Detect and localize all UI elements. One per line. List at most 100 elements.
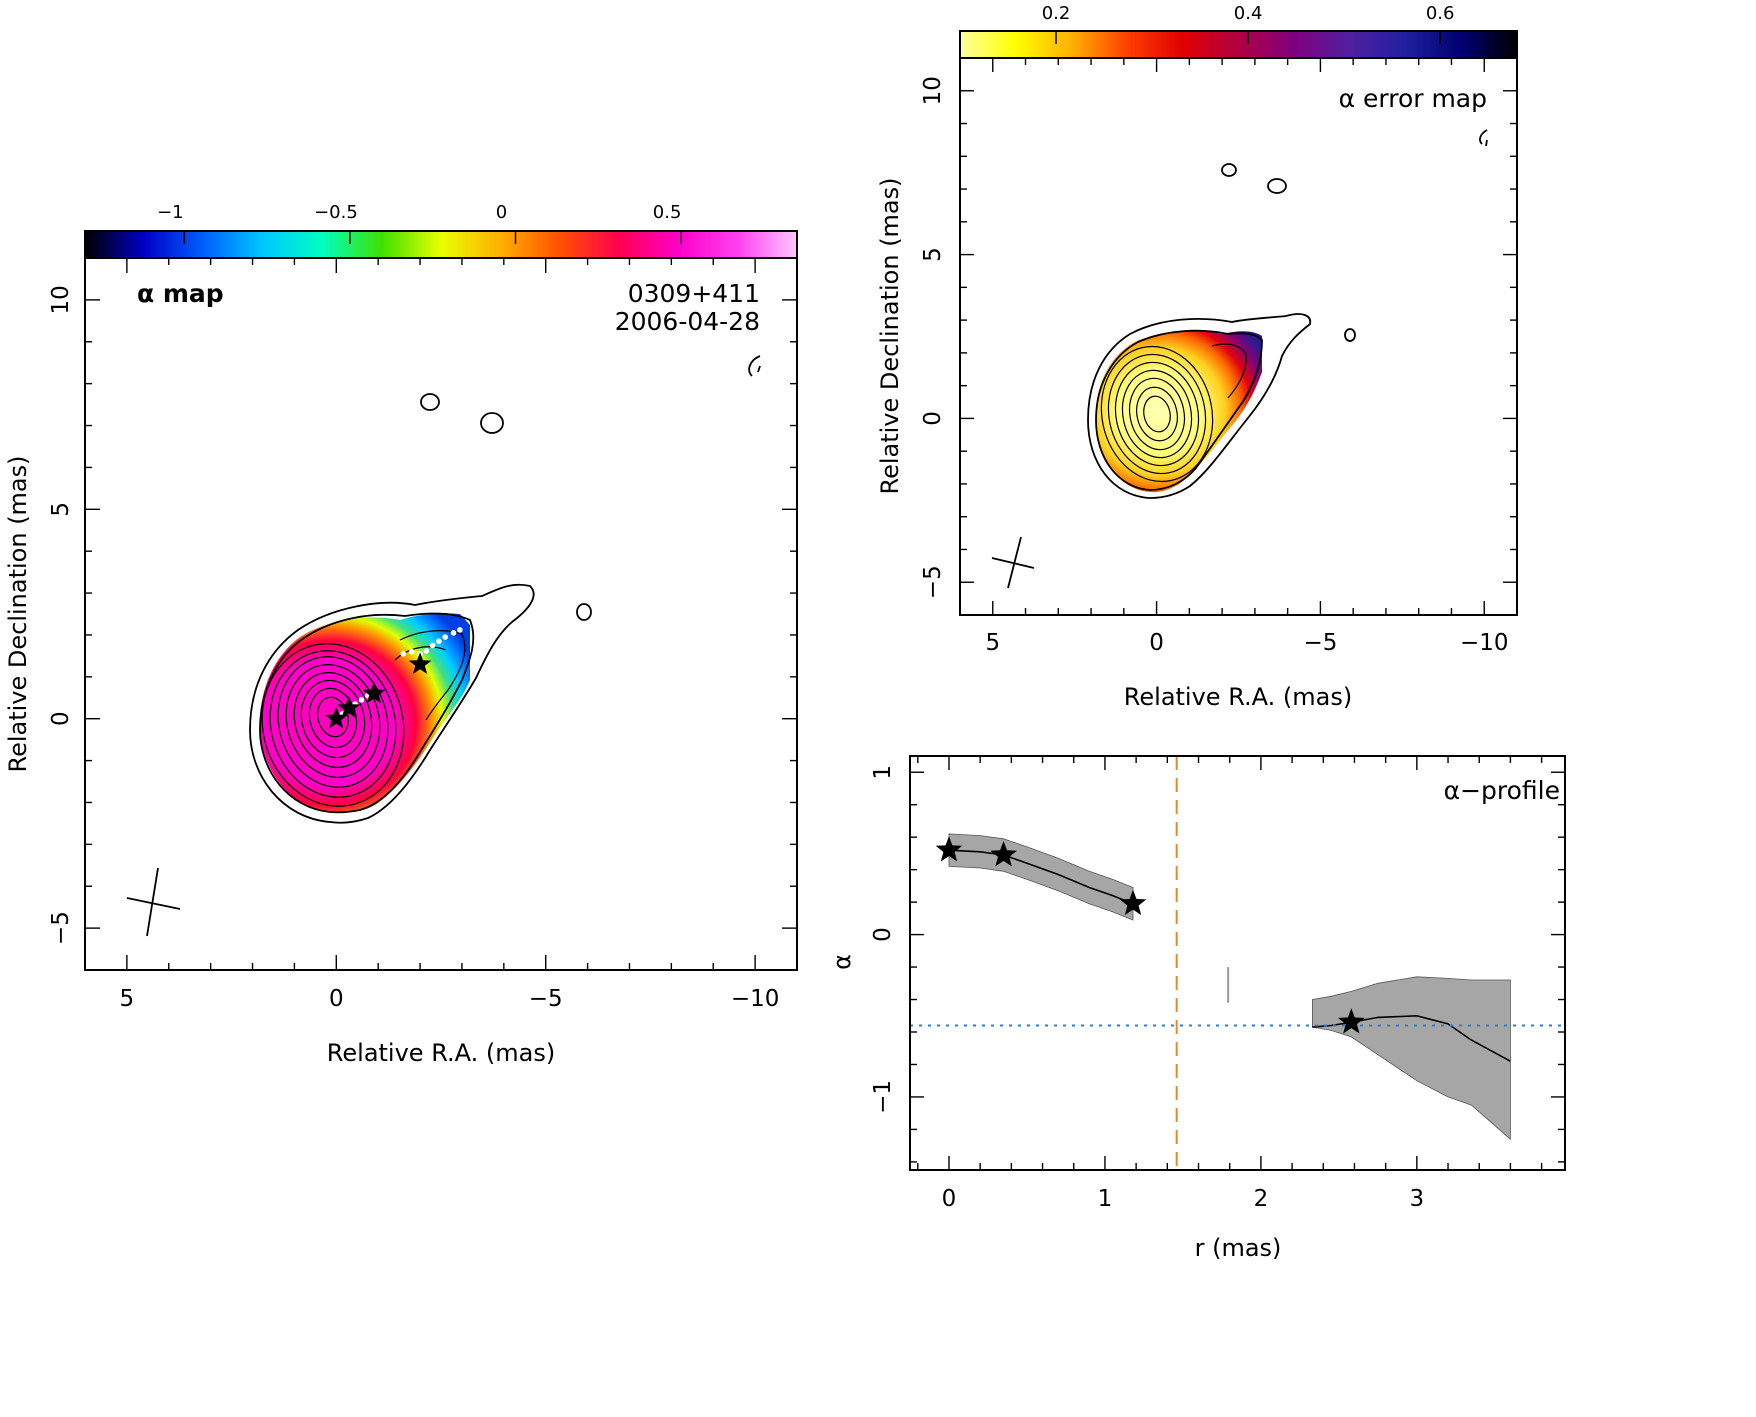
profile-frame (909, 755, 1566, 1171)
error-edge-contour-fragment (1479, 129, 1488, 147)
error-map-frame (959, 57, 1518, 616)
profile-line (948, 849, 1134, 905)
x-tick-label: 5 (120, 986, 135, 1012)
error-contour-9 (1143, 395, 1171, 433)
error-beam-minor-axis (991, 557, 1035, 569)
colorbar-tick-label: 0.2 (1042, 3, 1071, 24)
ridge-stars (324, 652, 432, 729)
colorbar-tick-label: 0 (496, 202, 507, 223)
error-map-axis-ticks: 5 0 −5 −10 −5 0 5 10 (920, 57, 1518, 656)
x-tick-label: 0 (942, 1186, 957, 1212)
alpha-map-label: α map (137, 279, 224, 308)
alpha-map-xlabel: Relative R.A. (mas) (327, 1039, 555, 1067)
colorbar-tick-label: 0.4 (1234, 3, 1263, 24)
x-tick-label: −10 (1460, 630, 1509, 656)
ridge-point (450, 630, 457, 636)
ridge-point (436, 638, 442, 645)
profile-stars (935, 836, 1365, 1034)
alpha-map-frame (84, 257, 798, 971)
contour-5 (277, 656, 389, 788)
error-contour-5 (1114, 361, 1200, 467)
ridge-point (423, 648, 430, 654)
beam-major-axis (146, 867, 159, 937)
error-map-ylabel: Relative Declination (mas) (876, 177, 904, 494)
contour-4 (269, 650, 397, 798)
outer-contour (249, 583, 535, 824)
x-tick-label: −5 (529, 986, 563, 1012)
y-tick-label: 0 (870, 927, 896, 942)
profile-star (1338, 1008, 1365, 1034)
x-tick-label: −10 (731, 986, 780, 1012)
profile-label: α−profile (1444, 776, 1560, 805)
error-contour-6 (1121, 369, 1193, 459)
contour-9 (308, 687, 358, 749)
profile-error-bands (948, 833, 1511, 1141)
y-tick-label: 1 (870, 765, 896, 780)
x-tick-label: 3 (1410, 1186, 1425, 1212)
beam-cross (126, 867, 181, 937)
error-colorbar (959, 30, 1518, 59)
contour-7 (293, 672, 373, 768)
alpha-map-panel: −1 −0.5 0 0.5 5 0 (4, 202, 798, 1067)
alpha-profile-panel: 0 1 2 3 −1 0 1 α−profile r (mas) α (828, 755, 1566, 1262)
alpha-map-ylabel: Relative Declination (mas) (4, 455, 32, 772)
x-tick-label: 2 (1254, 1186, 1269, 1212)
alpha-error-map-panel: 0.2 0.4 0.6 5 0 −5 −10 −5 0 5 10 α error map Rela… (876, 3, 1518, 711)
ridge-point (400, 650, 407, 657)
isolated-contour-3 (576, 603, 592, 621)
y-tick-label: 5 (920, 247, 946, 262)
contour-2 (259, 612, 475, 814)
profile-error-band (1312, 976, 1511, 1141)
ridge-point (457, 627, 463, 633)
y-tick-label: −1 (870, 1080, 896, 1114)
ridge-point (442, 634, 448, 640)
colorbar-tick-label: −0.5 (314, 202, 358, 223)
y-tick-label: 10 (48, 285, 74, 314)
error-isolated-contour-2 (1267, 178, 1287, 194)
error-jet-contour (1211, 343, 1247, 399)
error-isolated-contour-1 (1221, 163, 1237, 177)
ridge-point (429, 642, 436, 649)
alpha-colorbar-ticks: −1 −0.5 0 0.5 (157, 202, 682, 244)
x-tick-label: 1 (1098, 1186, 1113, 1212)
y-tick-label: −5 (920, 565, 946, 599)
alpha-map-axis-ticks: 5 0 −5 −10 −5 0 5 10 (48, 257, 798, 1012)
error-contour-2 (1095, 329, 1263, 491)
error-map-label: α error map (1339, 84, 1487, 113)
ridge-point (358, 697, 365, 703)
y-tick-label: 5 (48, 502, 74, 517)
jet-contour (399, 630, 466, 721)
error-contour-8 (1136, 386, 1178, 442)
colorbar-tick-label: 0.5 (653, 202, 682, 223)
ridge-star (324, 706, 348, 729)
x-tick-label: 0 (1149, 630, 1164, 656)
alpha-colorbar (84, 230, 798, 259)
observation-date: 2006-04-28 (615, 307, 760, 336)
ridge-star (362, 681, 386, 704)
error-outer-contour (1087, 313, 1312, 499)
y-tick-label: 10 (920, 76, 946, 105)
y-tick-label: 0 (920, 411, 946, 426)
edge-contour-fragment (748, 355, 761, 377)
alpha-map-contours (249, 355, 761, 824)
profile-star (1119, 889, 1147, 916)
profile-ylabel: α (828, 954, 856, 970)
isolated-contour-2 (480, 412, 504, 434)
error-map-contours (1087, 129, 1488, 499)
x-tick-label: 0 (329, 986, 344, 1012)
profile-axis-ticks: 0 1 2 3 −1 0 1 (870, 756, 1565, 1212)
jet-contour-2 (394, 646, 447, 661)
error-colorbar-ticks: 0.2 0.4 0.6 (1042, 3, 1454, 44)
ridge-point (408, 648, 415, 655)
profile-xlabel: r (mas) (1195, 1234, 1282, 1262)
x-tick-label: 5 (985, 630, 1000, 656)
x-tick-label: −5 (1303, 630, 1337, 656)
error-emission-region (1095, 330, 1262, 493)
error-contour-3 (1100, 345, 1214, 483)
y-tick-label: 0 (48, 711, 74, 726)
colorbar-tick-label: −1 (157, 202, 184, 223)
profile-error-band (948, 833, 1134, 921)
beam-minor-axis (126, 897, 181, 910)
contour-6 (285, 664, 381, 778)
